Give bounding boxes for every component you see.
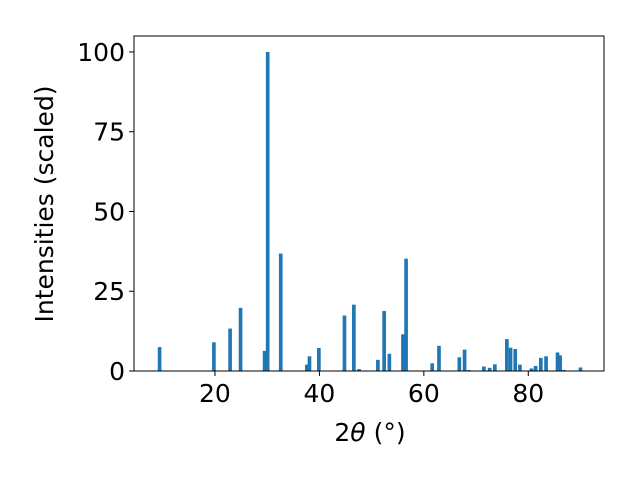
bar-30 <box>529 368 534 371</box>
x-axis-label-theta: θ <box>350 418 365 447</box>
bar-2 <box>228 328 232 371</box>
bar-15 <box>387 353 392 371</box>
bar-31 <box>533 365 538 371</box>
bar-9 <box>317 348 321 371</box>
bar-35 <box>558 355 562 371</box>
plot-frame <box>133 35 605 372</box>
bar-26 <box>505 339 509 371</box>
bar-27 <box>508 347 513 371</box>
x-tick-label: 80 <box>512 379 544 408</box>
bar-32 <box>538 357 543 371</box>
bar-18 <box>430 363 435 371</box>
bar-29 <box>518 364 522 371</box>
bar-28 <box>513 348 518 371</box>
bar-11 <box>352 304 356 371</box>
bar-24 <box>487 367 492 371</box>
bar-25 <box>493 364 497 371</box>
y-axis-ticks: 0 25 50 75 100 <box>77 38 134 386</box>
bar-14 <box>382 311 386 371</box>
x-tick-label: 40 <box>303 379 335 408</box>
x-axis-label: 2θ (°) <box>334 418 405 447</box>
bar-1 <box>212 342 216 371</box>
bar-34 <box>555 352 560 371</box>
bar-8 <box>307 356 312 371</box>
bar-16 <box>401 334 405 371</box>
x-tick-label: 20 <box>199 379 231 408</box>
bar-23 <box>482 366 486 371</box>
bar-7 <box>305 364 309 371</box>
x-axis-label-number: 2 <box>334 418 350 447</box>
bar-33 <box>544 356 548 371</box>
bar-4 <box>262 350 267 371</box>
y-tick-label: 75 <box>93 118 125 147</box>
bar-3 <box>238 307 243 371</box>
bar-0 <box>157 347 162 371</box>
bar-10 <box>342 315 347 371</box>
bar-series <box>157 51 583 371</box>
bar-6 <box>278 253 283 371</box>
y-tick-label: 0 <box>109 357 125 386</box>
bar-13 <box>376 359 380 371</box>
y-tick-label: 100 <box>77 38 125 67</box>
bar-20 <box>457 357 462 371</box>
bar-12 <box>357 369 361 371</box>
bar-21 <box>462 349 467 371</box>
bar-19 <box>437 345 441 371</box>
y-tick-label: 25 <box>93 277 125 306</box>
x-tick-label: 60 <box>408 379 440 408</box>
bar-37 <box>578 367 583 371</box>
x-axis-ticks: 20 40 60 80 <box>199 371 544 408</box>
y-tick-label: 50 <box>93 197 125 226</box>
bar-5 <box>265 51 270 371</box>
y-axis-label: Intensities (scaled) <box>30 85 59 322</box>
x-axis-label-unit: (°) <box>374 418 406 447</box>
bar-17 <box>404 258 408 371</box>
